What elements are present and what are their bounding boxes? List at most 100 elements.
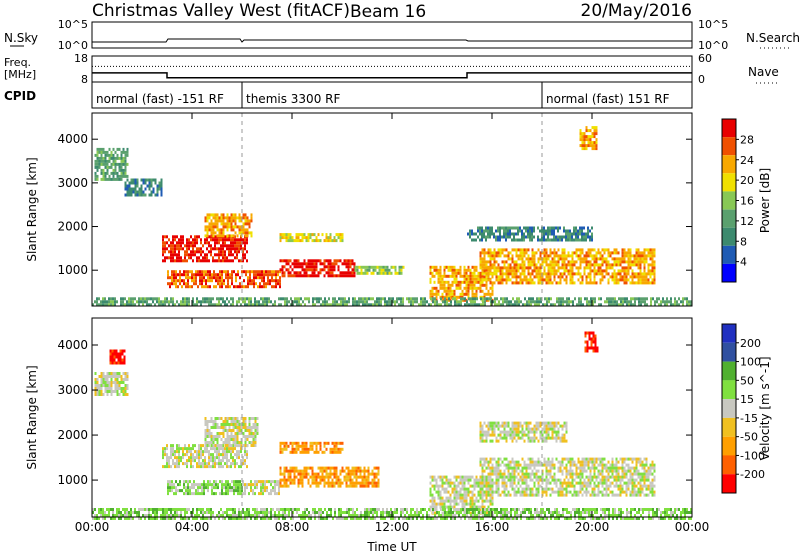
echo-cell [607, 278, 610, 282]
echo-cell [354, 303, 356, 307]
echo-cell [505, 238, 507, 242]
echo-cell [238, 216, 241, 220]
echo-cell [643, 269, 646, 273]
echo-cell [191, 486, 193, 490]
echo-cell [453, 484, 456, 488]
echo-cell [466, 303, 468, 307]
echo-cell [124, 184, 127, 188]
echo-cell [112, 168, 115, 172]
echo-cell [171, 489, 173, 493]
echo-cell [206, 462, 208, 466]
echo-cell [341, 262, 344, 266]
echo-cell [511, 478, 514, 482]
echo-cell [475, 478, 478, 482]
echo-cell [499, 493, 502, 497]
echo-cell [295, 271, 298, 275]
echo-cell [639, 251, 642, 255]
echo-cell [172, 453, 174, 457]
echo-cell [619, 278, 622, 282]
echo-cell [124, 162, 127, 166]
echo-cell [174, 303, 176, 307]
echo-cell [581, 275, 584, 279]
echo-cell [527, 232, 529, 236]
echo-cell [276, 480, 278, 484]
echo-cell [502, 303, 504, 307]
echo-cell [187, 276, 189, 280]
echo-cell [543, 457, 546, 461]
echo-cell [601, 257, 604, 261]
echo-cell [220, 426, 223, 429]
echo-cell [443, 283, 446, 287]
echo-cell [446, 303, 448, 307]
echo-cell [396, 297, 398, 301]
echo-cell [563, 235, 565, 239]
echo-cell [621, 266, 624, 270]
echo-cell [506, 300, 508, 304]
echo-cell [172, 253, 174, 257]
echo-cell [244, 459, 246, 463]
echo-cell [190, 244, 192, 248]
echo-cell [207, 285, 209, 289]
echo-cell [253, 285, 255, 289]
echo-cell [597, 266, 600, 270]
echo-cell [230, 213, 233, 217]
echo-cell [443, 265, 446, 269]
echo-cell [267, 282, 269, 286]
echo-cell [190, 235, 192, 239]
echo-cell [285, 466, 288, 470]
echo-cell [608, 300, 610, 304]
echo-cell [225, 492, 227, 496]
echo-cell [539, 478, 542, 482]
echo-cell [461, 499, 464, 503]
echo-cell [307, 239, 310, 243]
echo-cell [269, 270, 271, 274]
echo-cell [275, 273, 277, 277]
echo-cell [243, 285, 245, 289]
echo-cell [513, 266, 516, 270]
echo-cell [491, 266, 494, 270]
echo-cell [435, 478, 438, 482]
echo-cell [146, 178, 149, 182]
echo-cell [485, 481, 488, 485]
cpid-strip-frame [91, 81, 693, 109]
echo-cell [353, 271, 356, 275]
echo-cell [110, 297, 112, 301]
echo-cell [248, 420, 251, 423]
echo-cell [568, 303, 570, 307]
echo-cell [443, 475, 446, 479]
echo-cell [591, 238, 593, 242]
echo-cell [491, 493, 494, 497]
echo-cell [581, 278, 584, 282]
echo-cell [489, 226, 491, 230]
echo-cell [114, 171, 117, 175]
echo-cell [160, 303, 162, 307]
echo-cell [120, 153, 123, 157]
echo-cell [537, 463, 540, 467]
echo-cell [177, 285, 179, 289]
echo-cell [262, 483, 264, 487]
echo-cell [299, 475, 302, 479]
echo-cell [414, 297, 416, 301]
echo-cell [223, 279, 225, 283]
echo-cell [152, 178, 155, 182]
echo-cell [118, 168, 121, 172]
echo-cell [465, 499, 468, 503]
echo-cell [469, 277, 472, 281]
echo-cell [429, 280, 432, 284]
echo-cell [186, 244, 188, 248]
echo-cell [475, 484, 478, 488]
echo-cell [546, 303, 548, 307]
echo-cell [220, 219, 223, 223]
echo-cell [515, 263, 518, 267]
echo-cell [96, 159, 99, 163]
echo-cell [167, 276, 169, 280]
echo-cell [172, 462, 174, 466]
echo-cell [270, 489, 272, 493]
echo-cell [441, 496, 444, 500]
echo-cell [573, 238, 575, 242]
echo-cell [315, 484, 318, 488]
echo-cell [522, 303, 524, 307]
echo-region [279, 259, 356, 278]
echo-cell [505, 232, 507, 236]
echo-cell [279, 276, 281, 280]
